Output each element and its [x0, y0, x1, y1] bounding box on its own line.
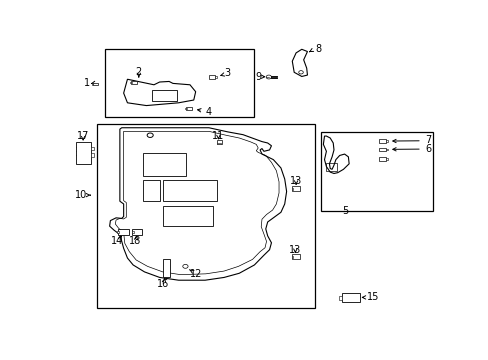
Text: 9: 9: [255, 72, 261, 82]
Bar: [379, 148, 386, 151]
Bar: [292, 186, 299, 191]
Bar: [163, 260, 170, 278]
Bar: [217, 143, 221, 144]
Text: 13: 13: [289, 176, 302, 186]
Bar: [186, 107, 192, 110]
Bar: [90, 148, 94, 150]
Text: 8: 8: [315, 44, 321, 54]
Text: 16: 16: [156, 279, 168, 289]
Bar: [75, 141, 91, 164]
Bar: [163, 180, 216, 201]
Polygon shape: [323, 136, 348, 174]
Polygon shape: [123, 79, 195, 105]
Text: 3: 3: [224, 68, 230, 78]
Bar: [97, 123, 314, 308]
Text: 12: 12: [189, 269, 202, 279]
Text: 4: 4: [205, 107, 212, 117]
Text: 18: 18: [129, 237, 141, 246]
Bar: [104, 49, 254, 117]
Text: 7: 7: [424, 135, 430, 145]
Bar: [132, 229, 142, 235]
Text: 10: 10: [75, 190, 87, 200]
Bar: [92, 83, 93, 85]
Bar: [215, 76, 216, 77]
Bar: [292, 254, 299, 259]
Polygon shape: [292, 49, 307, 76]
Text: 2: 2: [135, 67, 142, 77]
Bar: [379, 157, 386, 161]
Bar: [92, 82, 98, 85]
Text: 13: 13: [288, 245, 301, 255]
Text: 1: 1: [84, 78, 90, 88]
Bar: [341, 293, 359, 302]
Bar: [386, 158, 387, 160]
Bar: [117, 231, 119, 233]
Text: 14: 14: [111, 237, 123, 246]
Bar: [152, 90, 176, 102]
Bar: [320, 132, 432, 211]
Bar: [163, 206, 212, 226]
Bar: [90, 153, 94, 157]
Bar: [386, 149, 387, 150]
Bar: [131, 231, 133, 233]
Bar: [216, 140, 222, 144]
Bar: [185, 108, 186, 109]
Bar: [386, 140, 387, 142]
Bar: [379, 139, 386, 143]
Bar: [142, 180, 159, 201]
Bar: [208, 75, 215, 79]
Text: 15: 15: [366, 292, 378, 302]
Polygon shape: [109, 128, 286, 280]
Bar: [118, 229, 128, 235]
Bar: [142, 153, 186, 176]
Text: 11: 11: [212, 131, 224, 141]
Text: 5: 5: [342, 206, 348, 216]
Bar: [338, 296, 341, 300]
Text: 17: 17: [77, 131, 89, 141]
Bar: [131, 81, 137, 84]
Bar: [291, 188, 292, 190]
Text: 6: 6: [424, 144, 430, 153]
Bar: [291, 256, 292, 258]
Bar: [326, 163, 336, 171]
Bar: [130, 82, 132, 83]
